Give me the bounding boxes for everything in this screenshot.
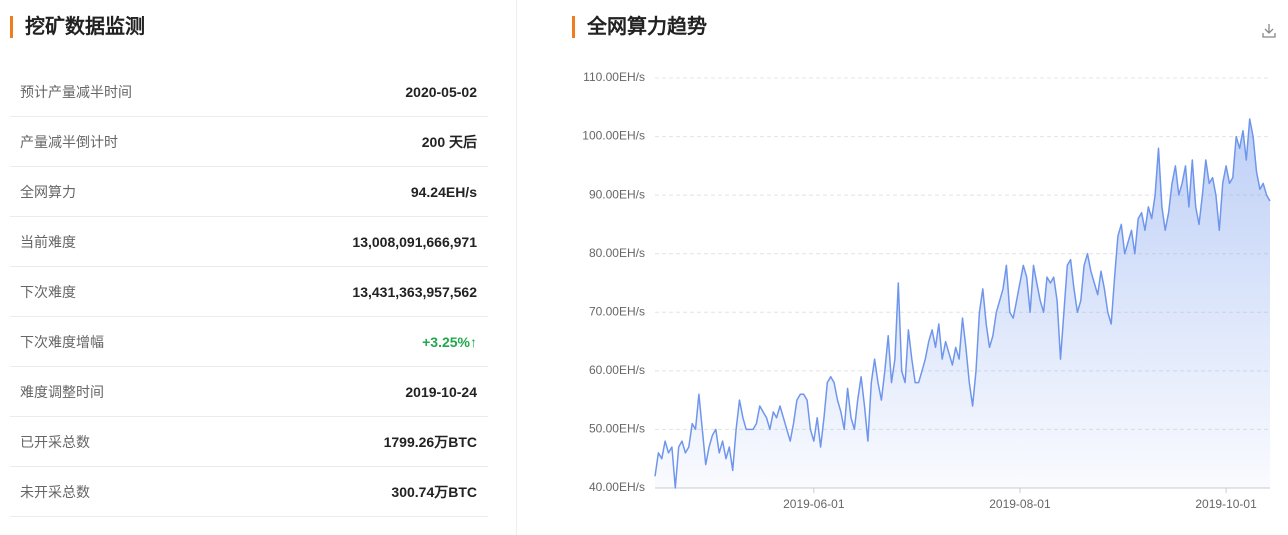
data-table: 预计产量减半时间 2020-05-02 产量减半倒计时 200 天后全网算力 94.24…: [10, 67, 488, 517]
table-row: 预计产量减半时间 2020-05-02: [10, 67, 488, 117]
table-row: 已开采总数 1799.26万BTC: [10, 417, 488, 467]
table-row: 下次难度增幅 +3.25%↑: [10, 317, 488, 367]
download-icon[interactable]: [1262, 24, 1276, 38]
y-tick-label: 110.00EH/s: [583, 70, 645, 84]
panel-title: 挖矿数据监测: [10, 16, 145, 38]
table-row: 难度调整时间 2019-10-24: [10, 367, 488, 417]
area-fill: [655, 119, 1270, 488]
row-label: 下次难度: [20, 283, 76, 300]
x-tick-label: 2019-06-01: [783, 497, 845, 511]
row-value: 300.74万BTC: [391, 483, 477, 500]
table-row: 全网算力 94.24EH/s: [10, 167, 488, 217]
chart-title: 全网算力趋势: [572, 16, 707, 38]
row-value: 2019-10-24: [405, 383, 477, 400]
row-value: 13,008,091,666,971: [352, 233, 477, 250]
row-label: 难度调整时间: [20, 383, 104, 400]
y-tick-label: 80.00EH/s: [589, 246, 645, 260]
y-tick-label: 50.00EH/s: [589, 422, 645, 436]
row-label: 当前难度: [20, 233, 76, 250]
table-row: 下次难度 13,431,363,957,562: [10, 267, 488, 317]
y-tick-label: 70.00EH/s: [589, 304, 645, 318]
y-tick-label: 100.00EH/s: [582, 129, 645, 143]
table-row: 产量减半倒计时 200 天后: [10, 117, 488, 167]
x-tick-label: 2019-08-01: [989, 497, 1051, 511]
row-label: 已开采总数: [20, 433, 90, 450]
line: [654, 118, 1271, 489]
x-tick-label: 2019-10-01: [1195, 497, 1257, 511]
row-label: 未开采总数: [20, 483, 90, 500]
y-tick-label: 40.00EH/s: [589, 480, 645, 494]
table-row: 未开采总数 300.74万BTC: [10, 467, 488, 517]
row-label: 下次难度增幅: [20, 333, 104, 350]
row-value: 1799.26万BTC: [383, 433, 477, 450]
y-tick-label: 60.00EH/s: [589, 363, 645, 377]
row-value: +3.25%↑: [422, 333, 477, 350]
row-label: 预计产量减半时间: [20, 83, 132, 100]
table-row: 当前难度 13,008,091,666,971: [10, 217, 488, 267]
row-label: 全网算力: [20, 183, 76, 200]
row-value: 200 天后: [421, 133, 477, 150]
row-value: 94.24EH/s: [410, 183, 477, 200]
row-value: 2020-05-02: [405, 83, 477, 100]
divider: [516, 0, 517, 535]
row-label: 产量减半倒计时: [20, 133, 118, 150]
y-tick-label: 90.00EH/s: [589, 187, 645, 201]
row-value: 13,431,363,957,562: [352, 283, 477, 300]
